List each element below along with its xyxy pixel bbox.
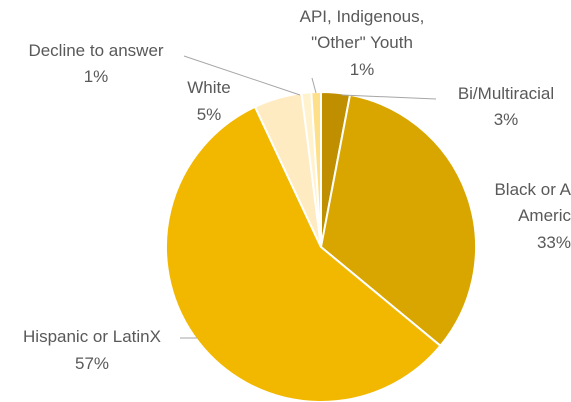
leader-line-bi-multiracial xyxy=(341,94,437,100)
label-black-name-2: Americ xyxy=(518,206,571,225)
label-hispanic-name: Hispanic or LatinX xyxy=(23,327,161,346)
label-decline-name: Decline to answer xyxy=(28,41,163,60)
label-hispanic-value: 57% xyxy=(75,354,109,373)
leader-line-api xyxy=(311,77,317,94)
pie-slice-black-or-african-american xyxy=(319,93,477,348)
label-bi-multiracial-name: Bi/Multiracial xyxy=(458,84,554,103)
label-decline-value: 1% xyxy=(84,67,109,86)
label-white-value: 5% xyxy=(197,105,222,124)
pie-slice-hispanic-or-latinx xyxy=(165,105,442,402)
label-bi-multiracial-value: 3% xyxy=(494,110,519,129)
label-api-value: 1% xyxy=(350,60,375,79)
pie-slices xyxy=(165,90,477,402)
label-black-name-1: Black or A xyxy=(494,180,571,199)
label-api-name-1: API, Indigenous, xyxy=(300,7,425,26)
label-black-value: 33% xyxy=(537,233,571,252)
leader-lines xyxy=(180,55,437,339)
data-labels: API, Indigenous, "Other" Youth 1% Declin… xyxy=(23,7,571,373)
label-white-name: White xyxy=(187,78,230,97)
leader-line-decline xyxy=(183,55,301,96)
label-api-name-2: "Other" Youth xyxy=(311,33,413,52)
